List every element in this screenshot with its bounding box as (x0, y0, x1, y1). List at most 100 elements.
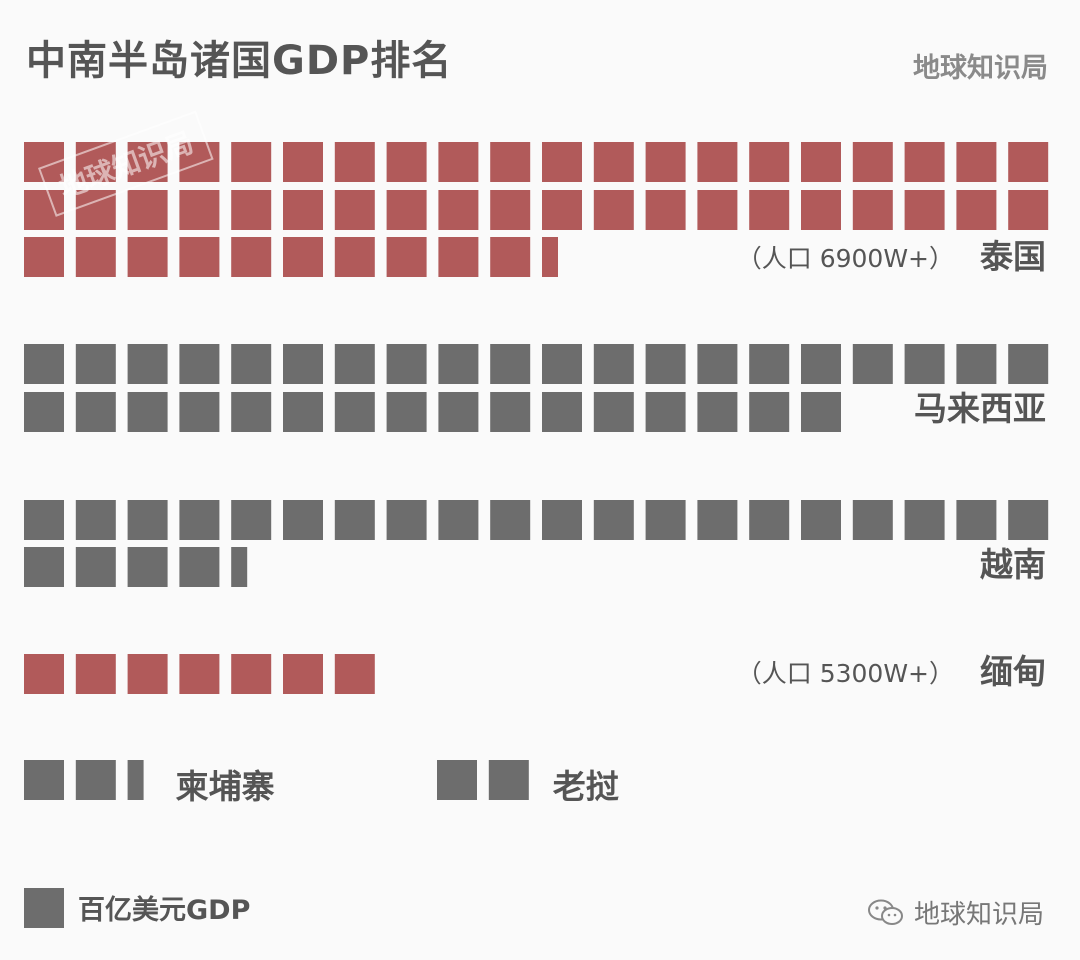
country-1-unit (334, 237, 375, 277)
country-1-unit (645, 190, 686, 230)
country-3-unit (801, 500, 841, 540)
country-1-unit (438, 142, 479, 182)
country-4-note: （人口 5300W+） (737, 659, 954, 688)
country-1-unit (334, 190, 375, 230)
country-1-unit (179, 142, 220, 182)
country-2-unit (1008, 344, 1049, 384)
country-1-unit (231, 237, 272, 277)
country-1-unit (904, 142, 945, 182)
country-2-unit (75, 392, 116, 432)
country-3-unit (179, 547, 220, 587)
country-1-unit (386, 190, 427, 230)
country-1-unit (1008, 142, 1049, 182)
country-2-unit (749, 392, 790, 432)
country-3-unit (1008, 500, 1049, 540)
country-2-unit (179, 344, 220, 384)
country-2-unit (697, 392, 738, 432)
country-5-unit (75, 760, 116, 800)
page-title: 中南半岛诸国GDP排名 (26, 38, 453, 84)
country-2-unit (852, 344, 893, 384)
country-2-unit (438, 392, 479, 432)
country-3-unit (386, 500, 427, 540)
wechat-icon (867, 899, 903, 925)
country-1-unit (490, 237, 531, 277)
country-2-unit (127, 392, 168, 432)
country-2-unit (438, 344, 479, 384)
country-3-unit (231, 500, 272, 540)
country-2-unit (334, 344, 375, 384)
country-1-unit (490, 142, 531, 182)
country-3-unit (438, 500, 479, 540)
country-4-label: 缅甸 (980, 652, 1046, 691)
country-4-unit (179, 654, 220, 694)
country-4-unit (334, 654, 375, 694)
country-4-unit (75, 654, 116, 694)
country-3-unit (334, 500, 375, 540)
country-1-unit (852, 190, 893, 230)
country-1-unit (127, 142, 168, 182)
country-6-unit (488, 760, 529, 800)
country-2-unit (542, 344, 582, 384)
country-1-unit (645, 142, 686, 182)
legend-unit-label: 百亿美元GDP (78, 895, 251, 926)
country-1-unit (283, 190, 323, 230)
country-1-unit (697, 190, 738, 230)
country-3-unit (490, 500, 531, 540)
country-1-unit (75, 190, 116, 230)
country-2-unit (490, 392, 531, 432)
country-1-unit (283, 237, 323, 277)
country-2-unit (645, 344, 686, 384)
country-6-unit (437, 760, 477, 800)
country-2-unit (801, 344, 841, 384)
country-1-unit (593, 142, 634, 182)
country-2-unit (749, 344, 790, 384)
country-3-unit (749, 500, 790, 540)
country-2-unit (334, 392, 375, 432)
country-1-unit (127, 190, 168, 230)
country-1-unit (593, 190, 634, 230)
country-5-label: 柬埔寨 (176, 767, 275, 806)
country-3-unit (956, 500, 997, 540)
country-3-unit (283, 500, 323, 540)
country-1-unit (801, 190, 841, 230)
country-3-unit (127, 547, 168, 587)
country-1-unit (231, 190, 272, 230)
country-2-unit (645, 392, 686, 432)
country-3-unit (852, 500, 893, 540)
country-2-unit (542, 392, 582, 432)
country-1-unit (283, 142, 323, 182)
country-1-unit (852, 142, 893, 182)
country-2-unit (697, 344, 738, 384)
country-3-unit (593, 500, 634, 540)
country-1-note: （人口 6900W+） (737, 244, 954, 273)
country-1-unit (179, 190, 220, 230)
country-2-unit (179, 392, 220, 432)
country-3-unit (24, 500, 64, 540)
country-1-unit (127, 237, 168, 277)
country-1-unit (904, 190, 945, 230)
country-1-unit (490, 190, 531, 230)
country-1-unit (75, 237, 116, 277)
country-1-unit (542, 190, 582, 230)
country-3-unit (645, 500, 686, 540)
country-4-unit (24, 654, 64, 694)
country-2-unit (24, 344, 64, 384)
country-2-unit (593, 344, 634, 384)
country-4-unit (231, 654, 272, 694)
country-6-label: 老挝 (553, 767, 619, 806)
country-1-unit (386, 142, 427, 182)
country-1-unit (334, 142, 375, 182)
country-1-unit (438, 237, 479, 277)
country-3-unit (127, 500, 168, 540)
country-1-unit (1008, 190, 1049, 230)
country-1-unit (542, 142, 582, 182)
country-1-unit (956, 142, 997, 182)
country-3-unit (75, 547, 116, 587)
country-5-unit (127, 760, 144, 800)
country-1-unit (801, 142, 841, 182)
country-1-unit (749, 142, 790, 182)
country-1-unit (386, 237, 427, 277)
country-2-unit (231, 344, 272, 384)
country-3-unit (179, 500, 220, 540)
